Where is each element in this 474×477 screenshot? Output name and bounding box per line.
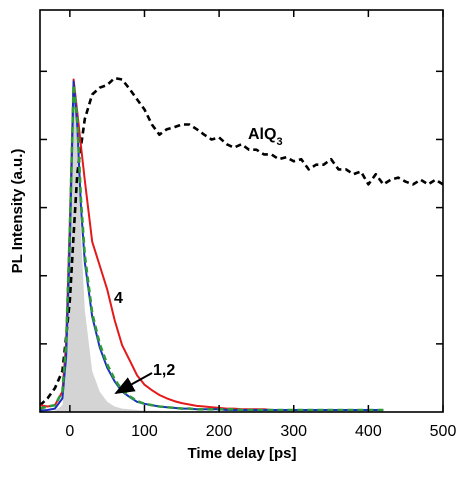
series-line [39,76,444,407]
series-line [39,78,384,411]
x-axis-label: Time delay [ps] [188,445,297,462]
annotation: AlQ3 [248,126,283,148]
x-tick-label: 100 [131,423,158,440]
x-tick-label: 400 [355,423,382,440]
y-axis-label: PL Intensity (a.u.) [9,149,26,274]
x-tick-label: 500 [430,423,457,440]
annotation: 1,2 [153,362,175,379]
plot-area [39,76,444,412]
series-line [39,83,384,412]
x-tick-label: 300 [280,423,307,440]
annotation: 4 [114,290,123,307]
annotation-arrow [114,372,153,394]
axes-frame [39,9,444,413]
x-tick-label: 200 [206,423,233,440]
x-tick-label: 0 [65,423,74,440]
area [40,78,160,412]
series-line [39,80,384,412]
